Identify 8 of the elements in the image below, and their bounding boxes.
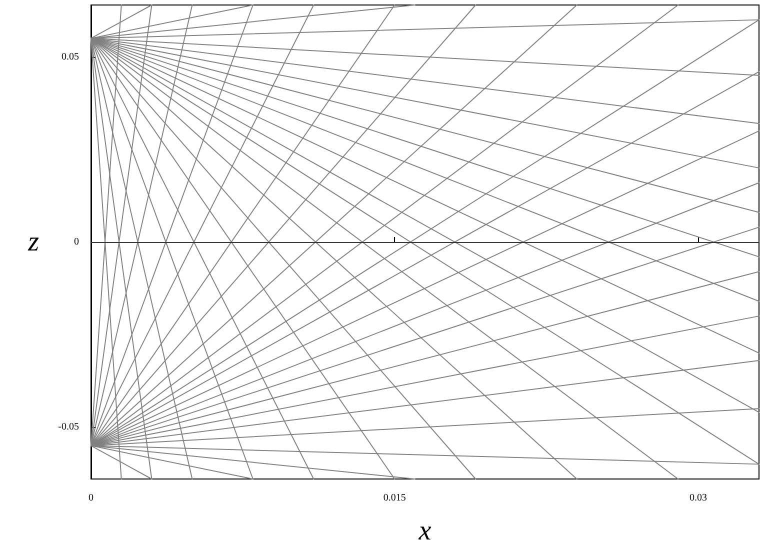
x-tick-label: 0 (88, 492, 94, 504)
y-axis-title: z (27, 226, 40, 258)
x-tick-label: 0.03 (690, 492, 708, 504)
y-tick-label: -0.05 (58, 422, 79, 433)
y-tick-label: 0 (74, 236, 79, 248)
y-tick-label: 0.05 (62, 51, 79, 62)
x-axis-title: x (418, 516, 432, 546)
x-tick-label: 0.015 (383, 492, 406, 504)
